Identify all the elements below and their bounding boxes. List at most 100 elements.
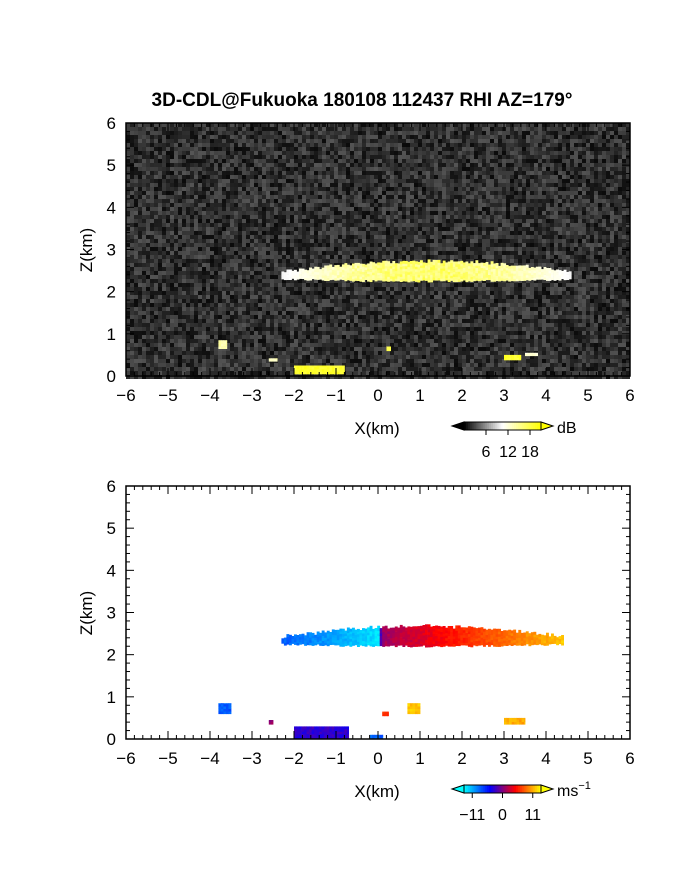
noise-pixel bbox=[162, 191, 166, 195]
noise-pixel bbox=[470, 179, 474, 183]
noise-pixel bbox=[482, 123, 486, 127]
noise-pixel bbox=[306, 231, 310, 235]
noise-pixel bbox=[610, 275, 614, 279]
noise-pixel bbox=[434, 127, 438, 131]
noise-pixel bbox=[210, 219, 214, 223]
noise-pixel bbox=[390, 147, 394, 151]
noise-pixel bbox=[430, 247, 434, 251]
noise-pixel bbox=[242, 211, 246, 215]
noise-pixel bbox=[294, 231, 298, 235]
noise-pixel bbox=[430, 215, 434, 219]
noise-pixel bbox=[454, 195, 458, 199]
noise-pixel bbox=[330, 179, 334, 183]
noise-pixel bbox=[190, 155, 194, 159]
noise-pixel bbox=[390, 183, 394, 187]
noise-pixel bbox=[522, 243, 526, 247]
noise-pixel bbox=[386, 211, 390, 215]
noise-pixel bbox=[150, 223, 154, 227]
noise-pixel bbox=[490, 199, 494, 203]
noise-pixel bbox=[394, 163, 398, 167]
noise-pixel bbox=[178, 183, 182, 187]
noise-pixel bbox=[626, 171, 630, 175]
noise-pixel bbox=[302, 251, 306, 255]
noise-pixel bbox=[242, 127, 246, 131]
noise-pixel bbox=[226, 139, 230, 143]
noise-pixel bbox=[234, 199, 238, 203]
noise-pixel bbox=[290, 195, 294, 199]
noise-pixel bbox=[274, 231, 278, 235]
noise-pixel bbox=[286, 215, 290, 219]
noise-pixel bbox=[242, 275, 246, 279]
noise-pixel bbox=[170, 167, 174, 171]
noise-pixel bbox=[230, 135, 234, 139]
noise-pixel bbox=[390, 171, 394, 175]
noise-pixel bbox=[470, 207, 474, 211]
noise-pixel bbox=[206, 163, 210, 167]
noise-pixel bbox=[534, 179, 538, 183]
noise-pixel bbox=[142, 255, 146, 259]
noise-pixel bbox=[154, 263, 158, 267]
noise-pixel bbox=[366, 239, 370, 243]
noise-pixel bbox=[138, 143, 142, 147]
noise-pixel bbox=[482, 211, 486, 215]
noise-pixel bbox=[186, 251, 190, 255]
noise-pixel bbox=[450, 127, 454, 131]
noise-pixel bbox=[506, 227, 510, 231]
noise-pixel bbox=[174, 235, 178, 239]
noise-pixel bbox=[514, 127, 518, 131]
noise-pixel bbox=[566, 243, 570, 247]
noise-pixel bbox=[466, 247, 470, 251]
noise-pixel bbox=[386, 167, 390, 171]
noise-pixel bbox=[294, 147, 298, 151]
noise-pixel bbox=[570, 183, 574, 187]
noise-pixel bbox=[310, 235, 314, 239]
noise-pixel bbox=[294, 267, 298, 271]
noise-pixel bbox=[126, 143, 130, 147]
reflectivity-plot-area bbox=[126, 123, 630, 379]
noise-pixel bbox=[142, 175, 146, 179]
noise-pixel bbox=[426, 215, 430, 219]
noise-pixel bbox=[538, 135, 542, 139]
noise-pixel bbox=[574, 179, 578, 183]
noise-pixel bbox=[358, 207, 362, 211]
noise-pixel bbox=[230, 159, 234, 163]
noise-pixel bbox=[462, 171, 466, 175]
noise-pixel bbox=[190, 267, 194, 271]
noise-pixel bbox=[618, 179, 622, 183]
noise-pixel bbox=[510, 235, 514, 239]
noise-pixel bbox=[474, 239, 478, 243]
noise-pixel bbox=[494, 243, 498, 247]
noise-pixel bbox=[506, 223, 510, 227]
noise-pixel bbox=[518, 191, 522, 195]
noise-pixel bbox=[338, 191, 342, 195]
noise-pixel bbox=[450, 171, 454, 175]
noise-pixel bbox=[266, 191, 270, 195]
noise-pixel bbox=[362, 127, 366, 131]
noise-pixel bbox=[226, 267, 230, 271]
noise-pixel bbox=[574, 215, 578, 219]
noise-pixel bbox=[274, 223, 278, 227]
noise-pixel bbox=[178, 203, 182, 207]
noise-pixel bbox=[174, 207, 178, 211]
noise-pixel bbox=[586, 211, 590, 215]
noise-pixel bbox=[626, 151, 630, 155]
noise-pixel bbox=[386, 203, 390, 207]
noise-pixel bbox=[158, 151, 162, 155]
noise-pixel bbox=[394, 167, 398, 171]
noise-pixel bbox=[306, 183, 310, 187]
noise-pixel bbox=[158, 163, 162, 167]
noise-pixel bbox=[326, 203, 330, 207]
noise-pixel bbox=[542, 207, 546, 211]
noise-pixel bbox=[422, 207, 426, 211]
noise-pixel bbox=[330, 279, 334, 283]
noise-pixel bbox=[530, 135, 534, 139]
noise-pixel bbox=[202, 159, 206, 163]
noise-pixel bbox=[258, 271, 262, 275]
noise-pixel bbox=[502, 131, 506, 135]
noise-pixel bbox=[326, 207, 330, 211]
noise-pixel bbox=[594, 187, 598, 191]
noise-pixel bbox=[126, 255, 130, 259]
noise-pixel bbox=[594, 243, 598, 247]
noise-pixel bbox=[126, 275, 130, 279]
noise-pixel bbox=[594, 203, 598, 207]
